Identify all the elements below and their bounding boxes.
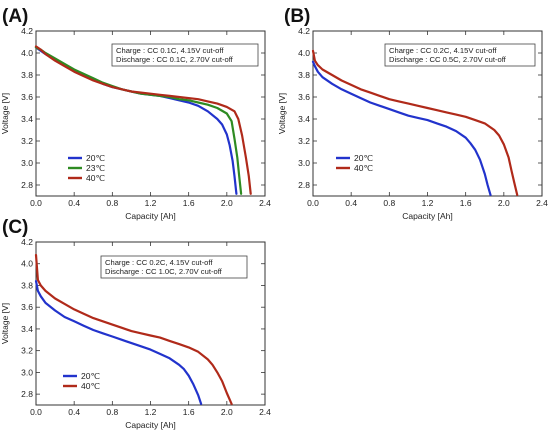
chart-a-x-axis-label: Capacity [Ah] — [125, 211, 176, 221]
chart-c-panel: (C) 0.0 0.4 0.8 1.2 1.6 2.0 2.4 2.8 3.0 3.2 3.4 3.6 3… — [0, 217, 271, 430]
chart-a-x-tick-label: 1.6 — [183, 198, 195, 208]
chart-b-y-tick-label: 3.2 — [298, 136, 310, 146]
chart-b-x-tick-label: 1.6 — [460, 198, 472, 208]
chart-b-panel-label: (B) — [284, 6, 310, 27]
chart-b-legend-label: 20℃ — [354, 153, 373, 163]
chart-c-x-tick-label: 0.8 — [106, 407, 118, 417]
chart-a-legend-label: 23℃ — [86, 163, 105, 173]
chart-b-series-line — [311, 49, 519, 196]
chart-b-x-tick-label: 1.2 — [422, 198, 434, 208]
chart-b-condition-box — [384, 43, 536, 67]
chart-b-y-tick-label: 2.8 — [298, 180, 310, 190]
chart-a-condition-line: Charge : CC 0.1C, 4.15V cut-off — [116, 46, 224, 55]
chart-c-x-tick-label: 1.6 — [183, 407, 195, 417]
chart-a-panel: (A) 0.0 0.4 0.8 1.2 1.6 2.0 2.4 2.8 3.0 3.2 3.4 3.6 3… — [0, 6, 271, 221]
chart-b-x-tick-label: 0.0 — [307, 198, 319, 208]
chart-a-series-line — [34, 46, 238, 195]
chart-c-legend-label: 40℃ — [81, 381, 100, 391]
chart-b-y-tick-label: 3.6 — [298, 92, 310, 102]
chart-a-y-tick-label: 4.0 — [21, 48, 33, 58]
chart-a-y-tick-label: 3.0 — [21, 158, 33, 168]
chart-a-series-line — [34, 45, 252, 195]
chart-b-y-tick-label: 3.0 — [298, 158, 310, 168]
chart-c-panel-label: (C) — [2, 217, 28, 238]
chart-b-y-tick-label: 4.2 — [298, 26, 310, 36]
chart-a-y-tick-label: 4.2 — [21, 26, 33, 36]
chart-c-y-tick-label: 3.4 — [21, 324, 33, 334]
chart-b-y-tick-label: 3.8 — [298, 70, 310, 80]
chart-a-legend-label: 20℃ — [86, 153, 105, 163]
chart-b-x-tick-label: 2.0 — [498, 198, 510, 208]
chart-b-x-tick-label: 2.4 — [536, 198, 548, 208]
chart-c-x-tick-label: 2.4 — [259, 407, 271, 417]
chart-a-series-line — [34, 46, 243, 195]
chart-a-y-tick-label: 3.8 — [21, 70, 33, 80]
chart-c-legend-label: 20℃ — [81, 371, 100, 381]
chart-b-legend-label: 40℃ — [354, 163, 373, 173]
chart-a-y-tick-label: 3.4 — [21, 114, 33, 124]
chart-a-x-tick-label: 0.0 — [30, 198, 42, 208]
chart-a-y-axis-label: Voltage [V] — [0, 93, 10, 134]
chart-b-condition-line: Charge : CC 0.2C, 4.15V cut-off — [389, 46, 497, 55]
chart-c-y-tick-label: 4.2 — [21, 237, 33, 247]
chart-c-x-tick-label: 1.2 — [145, 407, 157, 417]
chart-b-y-tick-label: 4.0 — [298, 48, 310, 58]
chart-c-y-tick-label: 4.0 — [21, 259, 33, 269]
chart-a-x-tick-label: 1.2 — [145, 198, 157, 208]
chart-b-x-tick-label: 0.4 — [345, 198, 357, 208]
chart-a-x-tick-label: 2.4 — [259, 198, 271, 208]
chart-c-series-line — [34, 253, 233, 405]
chart-a-y-tick-label: 3.6 — [21, 92, 33, 102]
chart-c-y-tick-label: 3.2 — [21, 346, 33, 356]
chart-c-condition-line: Discharge : CC 1.0C, 2.70V cut-off — [105, 267, 223, 276]
chart-c-y-tick-label: 3.0 — [21, 367, 33, 377]
chart-c-x-tick-label: 0.0 — [30, 407, 42, 417]
chart-c-y-tick-label: 2.8 — [21, 389, 33, 399]
chart-b-series-line — [311, 60, 492, 196]
chart-a-y-tick-label: 3.2 — [21, 136, 33, 146]
chart-c-y-tick-label: 3.8 — [21, 280, 33, 290]
chart-c-x-tick-label: 0.4 — [68, 407, 80, 417]
chart-b-condition-line: Discharge : CC 0.5C, 2.70V cut-off — [389, 55, 507, 64]
chart-a-y-tick-label: 2.8 — [21, 180, 33, 190]
chart-b-x-tick-label: 0.8 — [383, 198, 395, 208]
chart-a-x-tick-label: 0.4 — [68, 198, 80, 208]
chart-c-y-axis-label: Voltage [V] — [0, 303, 10, 344]
chart-c-x-tick-label: 2.0 — [221, 407, 233, 417]
chart-c-condition-line: Charge : CC 0.2C, 4.15V cut-off — [105, 258, 213, 267]
chart-c-series-line — [34, 280, 203, 405]
chart-a-x-tick-label: 2.0 — [221, 198, 233, 208]
chart-b-panel: (B) 0.0 0.4 0.8 1.2 1.6 2.0 2.4 2.8 3.0 3.2 3.4 3.6 3… — [277, 6, 548, 221]
chart-a-condition-line: Discharge : CC 0.1C, 2.70V cut-off — [116, 55, 234, 64]
chart-c-x-axis-label: Capacity [Ah] — [125, 420, 176, 430]
chart-a-condition-box — [111, 43, 259, 67]
chart-b-y-axis-label: Voltage [V] — [277, 93, 287, 134]
chart-a-panel-label: (A) — [2, 6, 28, 27]
chart-a-x-tick-label: 0.8 — [106, 198, 118, 208]
chart-a-legend-label: 40℃ — [86, 173, 105, 183]
chart-b-y-tick-label: 3.4 — [298, 114, 310, 124]
chart-c-y-tick-label: 3.6 — [21, 302, 33, 312]
chart-b-x-axis-label: Capacity [Ah] — [402, 211, 453, 221]
chart-c-condition-box — [100, 255, 248, 279]
